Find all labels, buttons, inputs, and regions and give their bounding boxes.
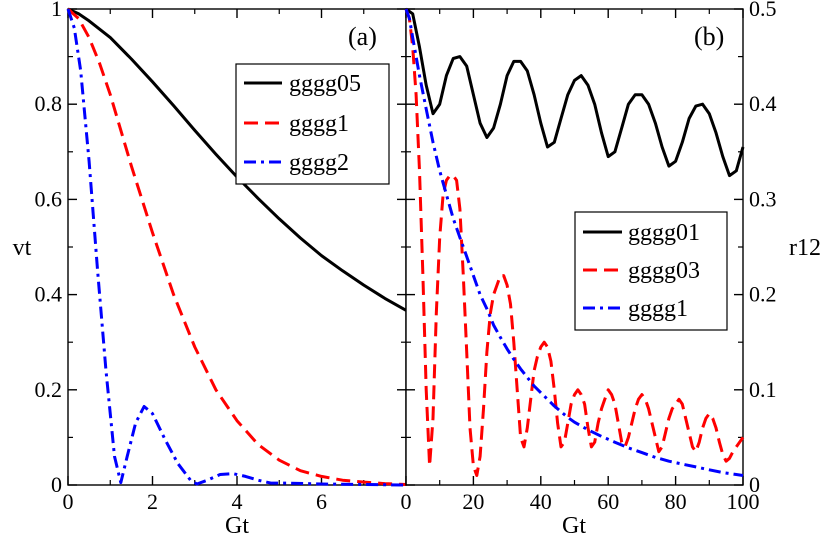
panel-b-series-gggg01 xyxy=(405,7,745,178)
panel-b-ytick-label: 0.4 xyxy=(749,91,777,116)
panel-a-series-gggg1 xyxy=(66,7,407,486)
panel-b-lines xyxy=(404,7,745,477)
panel-a-xtick-label: 6 xyxy=(316,489,327,514)
panel-a-xlabel: Gt xyxy=(225,513,249,539)
panel-b-ylabel: r12 xyxy=(789,235,821,261)
panel-a-legend-label-1: gggg1 xyxy=(289,111,349,137)
panel-b-xtick-label: 0 xyxy=(401,489,412,514)
panel-a-xtick-label: 4 xyxy=(232,489,243,514)
panel-a-ytick-label: 1 xyxy=(51,0,62,21)
panel-b-xtick-label: 20 xyxy=(462,489,484,514)
panel-a-ytick-label: 0.2 xyxy=(35,377,63,402)
panel-b-xtick-label: 80 xyxy=(665,489,687,514)
panel-a: 0 2 4 6 0 0.2 0.4 0.6 0.8 1 (a) Gt vt gggg05 gggg… xyxy=(13,0,407,539)
panel-b-legend-label-1: gggg03 xyxy=(628,258,700,284)
panel-b-ytick-label: 0.3 xyxy=(749,186,777,211)
panel-b-xtick-label: 40 xyxy=(530,489,552,514)
panel-b-legend-label-2: gggg1 xyxy=(628,296,688,322)
panel-b-legend: gggg01 gggg03 gggg1 xyxy=(574,211,728,331)
panel-a-ylabel: vt xyxy=(13,235,32,261)
panel-b-ytick-label: 0.2 xyxy=(749,282,777,307)
panel-b-ytick-label: 0.5 xyxy=(749,0,777,21)
panel-b-xtick-label: 60 xyxy=(597,489,619,514)
panel-b-legend-label-0: gggg01 xyxy=(628,220,700,246)
panel-a-legend: gggg05 gggg1 gggg2 xyxy=(235,63,390,185)
panel-b-ytick-label: 0 xyxy=(749,472,760,497)
panel-a-xtick-label: 0 xyxy=(63,489,74,514)
panel-a-series-gggg2 xyxy=(66,8,407,487)
panel-b-xtick-label: 100 xyxy=(727,489,760,514)
panel-a-ytick-label: 0.8 xyxy=(35,91,63,116)
panel-a-ytick-label: 0 xyxy=(51,472,62,497)
panel-b-xlabel: Gt xyxy=(562,513,586,539)
panel-a-legend-label-2: gggg2 xyxy=(289,150,349,176)
panel-a-lines xyxy=(66,7,407,487)
panel-b-series-gggg03 xyxy=(404,8,745,477)
panel-a-legend-label-0: gggg05 xyxy=(289,71,361,97)
panel-b-series-gggg1 xyxy=(404,8,744,477)
panel-a-ytick-label: 0.4 xyxy=(35,282,63,307)
panel-a-series-gggg05 xyxy=(67,7,407,312)
panel-b-label: (b) xyxy=(694,22,724,51)
panel-a-xtick-label: 2 xyxy=(147,489,158,514)
panel-a-label: (a) xyxy=(348,22,377,51)
panel-a-ytick-label: 0.6 xyxy=(35,186,63,211)
panel-b-ytick-label: 0.1 xyxy=(749,377,777,402)
